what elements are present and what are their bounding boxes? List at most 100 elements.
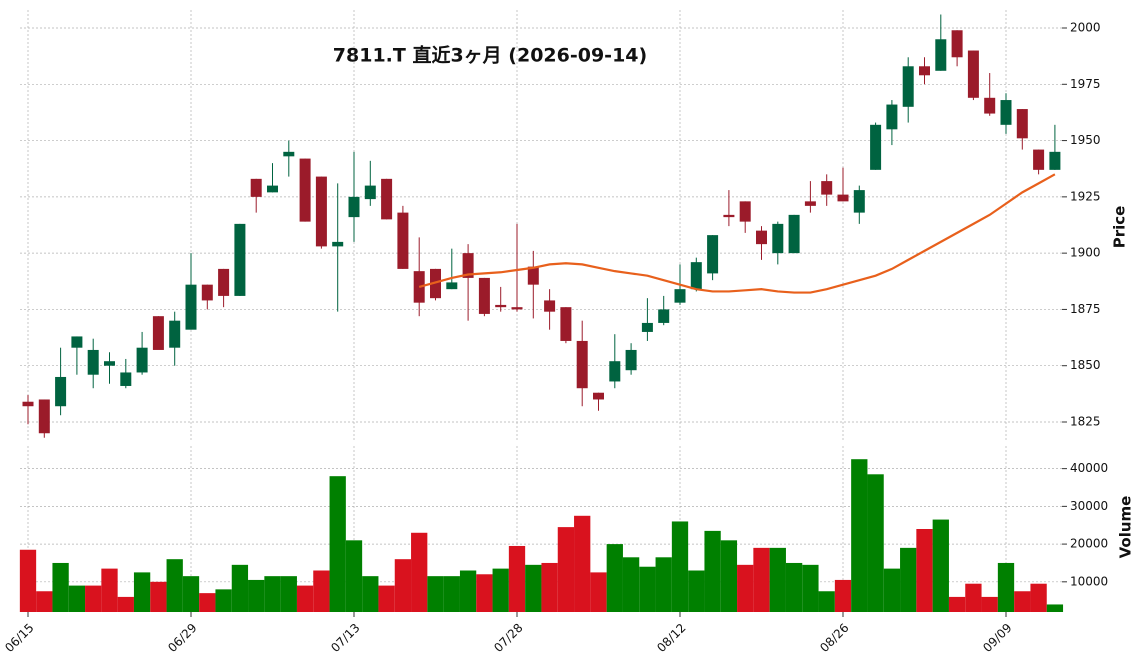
volume-bar <box>965 583 982 612</box>
candle-body <box>951 30 963 58</box>
volume-bar <box>394 559 412 612</box>
candle-body <box>446 282 458 290</box>
candle-body <box>332 241 344 247</box>
volume-bar <box>655 557 672 612</box>
candle-body <box>756 230 767 245</box>
candle-body <box>984 97 996 114</box>
volume-bar <box>590 572 607 612</box>
x-tick-label: 08/12 <box>654 621 688 655</box>
candle-body <box>935 39 947 71</box>
candle-body <box>544 300 556 312</box>
volume-bar <box>851 459 868 612</box>
x-tick-label: 06/29 <box>165 621 199 655</box>
y-tick-label: 1950 <box>1070 133 1101 147</box>
volume-bar <box>541 562 558 612</box>
volume-bar <box>785 562 803 612</box>
volume-bar <box>36 591 53 612</box>
candle-body <box>739 201 751 222</box>
candle-body <box>772 223 784 254</box>
volume-bar <box>900 547 917 612</box>
volume-bar <box>492 568 509 612</box>
candle-body <box>837 194 849 202</box>
candle-body <box>723 214 735 218</box>
volume-bar <box>19 549 37 612</box>
x-tick-label: 07/28 <box>491 621 525 655</box>
y-tick-label: 1900 <box>1070 246 1101 260</box>
volume-bar <box>427 576 444 612</box>
volume-bar <box>313 570 330 612</box>
candle-body <box>169 320 181 348</box>
volume-bar <box>737 564 754 612</box>
candle-body <box>201 284 213 301</box>
volume-bar <box>329 476 346 612</box>
volume-bar <box>68 585 86 612</box>
candle-body <box>120 372 132 386</box>
volume-axis-label: Volume <box>1117 496 1135 559</box>
volume-bar <box>443 576 460 612</box>
x-tick-label: 07/13 <box>328 621 362 655</box>
candle-body <box>853 190 865 213</box>
volume-bar <box>133 572 151 612</box>
candle-body <box>902 66 914 107</box>
volume-bar <box>1046 604 1064 612</box>
volume-bar <box>508 545 526 612</box>
candle-body <box>104 361 115 366</box>
volume-bar <box>753 547 770 612</box>
candle-body <box>821 181 833 195</box>
volume-tick-label: 10000 <box>1070 574 1108 588</box>
candle-body <box>283 151 295 157</box>
candle-body <box>511 307 523 310</box>
volume-bar <box>802 564 819 612</box>
y-tick-label: 2000 <box>1070 21 1101 35</box>
volume-bar <box>818 591 835 612</box>
y-axis-label: Price <box>1111 206 1129 249</box>
y-tick-label: 1975 <box>1070 77 1101 91</box>
candle-body <box>267 185 278 193</box>
chart-title: 7811.T 直近3ヶ月 (2026-09-14) <box>333 44 647 67</box>
volume-bar <box>997 562 1015 612</box>
volume-bar <box>981 596 998 612</box>
volume-bar <box>52 562 69 612</box>
volume-bar <box>769 547 786 612</box>
volume-tick-label: 30000 <box>1070 499 1108 513</box>
candle-body <box>462 253 474 278</box>
candle-body <box>658 309 670 323</box>
volume-bar <box>166 559 183 612</box>
volume-bar <box>345 540 363 612</box>
volume-bar <box>1014 591 1031 612</box>
candle-body <box>674 289 686 303</box>
volume-bar <box>688 570 705 612</box>
candle-body <box>87 349 99 375</box>
candle-body <box>22 401 34 407</box>
candle-body <box>804 201 816 206</box>
candle-body <box>690 262 702 290</box>
candle-body <box>527 266 539 285</box>
volume-bar <box>639 566 656 612</box>
volume-bar <box>574 515 591 612</box>
volume-bar <box>557 527 575 612</box>
candle-body <box>967 50 979 98</box>
candle-body <box>593 392 604 400</box>
candle-body <box>625 349 637 371</box>
candle-body <box>218 268 230 296</box>
volume-bar <box>671 521 689 612</box>
volume-bar <box>883 568 901 612</box>
volume-bar <box>378 585 395 612</box>
y-tick-label: 1925 <box>1070 189 1101 203</box>
volume-bar <box>150 581 167 612</box>
volume-tick-label: 20000 <box>1070 537 1108 551</box>
candle-body <box>234 223 246 296</box>
volume-bar <box>101 568 118 612</box>
volume-bar <box>704 530 721 612</box>
volume-bar <box>1030 583 1047 612</box>
volume-bar <box>231 564 249 612</box>
volume-bar <box>411 532 428 612</box>
volume-bar <box>525 564 542 612</box>
volume-bar <box>867 474 884 612</box>
candle-body <box>1049 151 1061 170</box>
volume-bar <box>296 585 314 612</box>
candle-body <box>609 361 621 382</box>
volume-bar <box>834 579 852 612</box>
volume-bar <box>182 576 200 612</box>
